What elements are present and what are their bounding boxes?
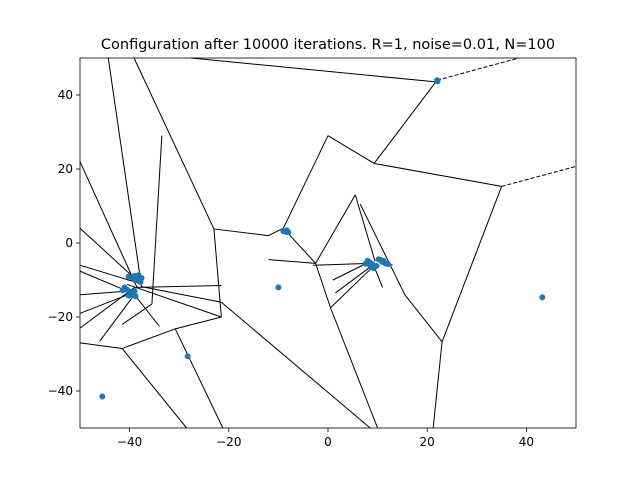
x-tick-label: 40 [519, 435, 534, 449]
scatter-points [99, 77, 546, 400]
voronoi-edge-35 [354, 194, 376, 262]
voronoi-edge-0 [107, 57, 142, 287]
voronoi-edge-20 [121, 348, 188, 429]
voronoi-edge-3 [213, 228, 269, 237]
voronoi-edge-41 [335, 264, 373, 294]
voronoi-edge-44 [374, 268, 384, 288]
voronoi-edge-24 [79, 264, 141, 285]
x-tick-label: 0 [324, 435, 332, 449]
data-point-34 [385, 261, 392, 268]
voronoi-edge-5 [191, 57, 438, 83]
voronoi-edge-12 [268, 259, 316, 264]
y-tick-label: −40 [48, 384, 73, 398]
voronoi-dashed-edge-0 [436, 57, 520, 81]
voronoi-dashed-edge-1 [501, 165, 577, 187]
voronoi-edge-40 [330, 266, 373, 309]
y-tick-label: 0 [65, 236, 73, 250]
voronoi-edge-25 [79, 270, 128, 292]
data-point-13 [132, 277, 139, 283]
data-point-19 [125, 292, 132, 299]
voronoi-edge-6 [282, 135, 329, 229]
voronoi-edge-30 [151, 135, 163, 305]
data-point-6 [275, 284, 282, 291]
y-tick-label: 20 [58, 162, 73, 176]
x-tick-label: −40 [117, 435, 142, 449]
voronoi-edge-21 [79, 342, 123, 349]
voronoi-edge-1 [133, 57, 215, 230]
voronoi-edge-11 [315, 194, 356, 264]
voronoi-edge-13 [315, 263, 331, 308]
data-point-20 [131, 288, 138, 295]
voronoi-edge-37 [404, 294, 443, 343]
voronoi-edge-9 [374, 162, 502, 187]
data-point-35 [375, 256, 382, 263]
voronoi-edge-36 [359, 203, 406, 296]
data-point-14 [125, 273, 132, 280]
voronoi-edge-31 [121, 303, 153, 325]
data-point-28 [373, 262, 380, 269]
voronoi-edge-15 [221, 301, 371, 429]
voronoi-edge-8 [373, 79, 438, 164]
data-point-37 [184, 353, 191, 360]
voronoi-edge-29 [99, 290, 138, 342]
data-point-36 [539, 294, 546, 301]
chart-title: Configuration after 10000 iterations. R=… [101, 37, 555, 53]
voronoi-edge-34 [134, 294, 160, 327]
voronoi-edge-7 [327, 135, 375, 164]
y-axis-ticks: −40 −20 0 20 40 [48, 88, 80, 398]
voronoi-edge-17 [175, 316, 222, 330]
data-point-21 [119, 287, 126, 294]
data-point-5 [285, 229, 292, 236]
voronoi-edge-38 [441, 186, 503, 342]
voronoi-edge-22 [79, 161, 138, 288]
x-tick-label: 20 [420, 435, 435, 449]
voronoi-edge-26 [79, 290, 128, 296]
voronoi-edge-16 [126, 283, 222, 318]
voronoi-edge-4 [268, 227, 284, 237]
x-axis-ticks: −40 −20 0 20 40 [117, 428, 534, 449]
x-tick-label: −20 [216, 435, 241, 449]
voronoi-edge-33 [141, 286, 222, 303]
data-point-29 [362, 260, 369, 267]
voronoi-edge-43 [313, 262, 371, 266]
data-point-27 [367, 263, 374, 270]
data-point-22 [132, 293, 139, 300]
y-tick-label: 40 [58, 88, 73, 102]
voronoi-edge-32 [137, 285, 222, 288]
voronoi-edge-19 [174, 328, 224, 429]
voronoi-edges [79, 57, 577, 429]
voronoi-edge-14 [330, 307, 379, 429]
voronoi-edge-39 [432, 341, 443, 429]
data-point-12 [137, 278, 144, 285]
voronoi-edge-18 [121, 328, 176, 349]
data-point-38 [99, 393, 106, 400]
y-tick-label: −20 [48, 310, 73, 324]
voronoi-edge-28 [79, 286, 135, 329]
data-point-1 [434, 78, 441, 85]
